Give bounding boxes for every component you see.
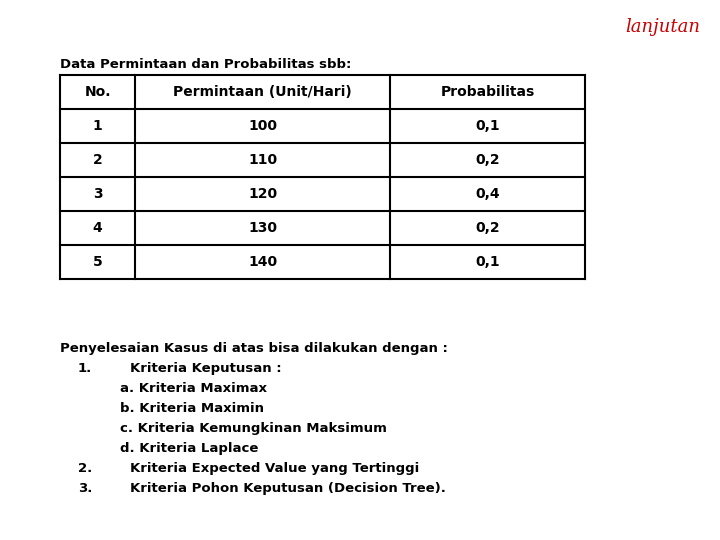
Text: Permintaan (Unit/Hari): Permintaan (Unit/Hari) [173, 85, 352, 99]
Text: 5: 5 [93, 255, 102, 269]
Text: 2: 2 [93, 153, 102, 167]
Text: Data Permintaan dan Probabilitas sbb:: Data Permintaan dan Probabilitas sbb: [60, 58, 351, 71]
Text: 100: 100 [248, 119, 277, 133]
Text: c. Kriteria Kemungkinan Maksimum: c. Kriteria Kemungkinan Maksimum [120, 422, 387, 435]
Text: b. Kriteria Maximin: b. Kriteria Maximin [120, 402, 264, 415]
Text: 0,4: 0,4 [475, 187, 500, 201]
Text: 130: 130 [248, 221, 277, 235]
Text: 0,1: 0,1 [475, 255, 500, 269]
Text: Probabilitas: Probabilitas [441, 85, 535, 99]
Text: 0,1: 0,1 [475, 119, 500, 133]
Text: 1.: 1. [78, 362, 92, 375]
Text: Kriteria Keputusan :: Kriteria Keputusan : [130, 362, 282, 375]
Text: 110: 110 [248, 153, 277, 167]
Text: No.: No. [84, 85, 111, 99]
Text: 2.: 2. [78, 462, 92, 475]
Text: 0,2: 0,2 [475, 221, 500, 235]
Text: 3: 3 [93, 187, 102, 201]
Text: 120: 120 [248, 187, 277, 201]
Text: 0,2: 0,2 [475, 153, 500, 167]
Text: Penyelesaian Kasus di atas bisa dilakukan dengan :: Penyelesaian Kasus di atas bisa dilakuka… [60, 342, 448, 355]
Text: 4: 4 [93, 221, 102, 235]
Text: Kriteria Expected Value yang Tertinggi: Kriteria Expected Value yang Tertinggi [130, 462, 419, 475]
Text: a. Kriteria Maximax: a. Kriteria Maximax [120, 382, 267, 395]
Text: 1: 1 [93, 119, 102, 133]
Text: lanjutan: lanjutan [625, 18, 700, 36]
Text: Kriteria Pohon Keputusan (Decision Tree).: Kriteria Pohon Keputusan (Decision Tree)… [130, 482, 446, 495]
Text: d. Kriteria Laplace: d. Kriteria Laplace [120, 442, 258, 455]
Text: 140: 140 [248, 255, 277, 269]
Text: 3.: 3. [78, 482, 92, 495]
